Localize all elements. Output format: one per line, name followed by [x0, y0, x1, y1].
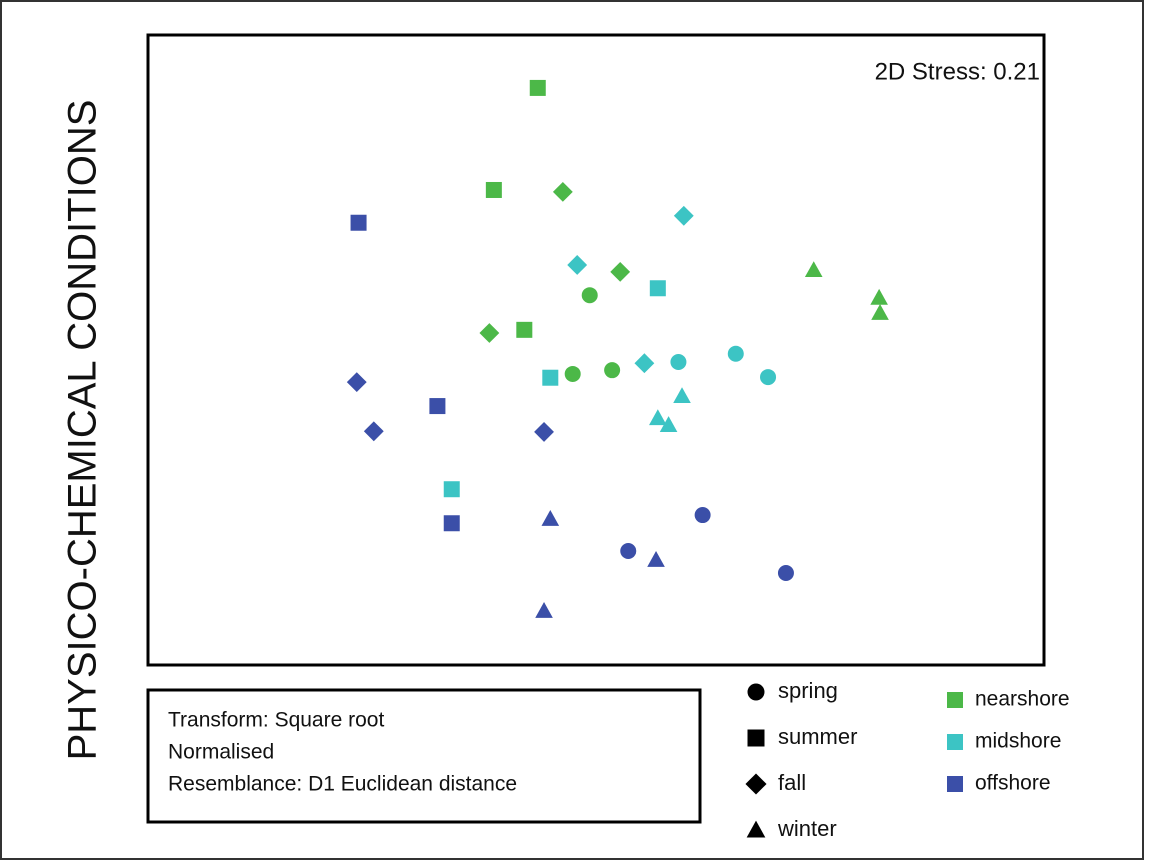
legend-swatch [947, 776, 963, 792]
point [610, 261, 631, 282]
info-line: Transform: Square root [168, 709, 384, 732]
legend-symbol [746, 820, 766, 838]
point [871, 304, 889, 320]
legend-symbol [745, 773, 767, 795]
info-box [146, 688, 702, 824]
point [552, 181, 573, 202]
point [870, 288, 888, 305]
point [581, 287, 598, 304]
point [443, 481, 460, 498]
y-axis-label: PHYSICO-CHEMICAL CONDITIONS [61, 100, 105, 761]
point [516, 321, 533, 338]
point [535, 602, 553, 618]
point [567, 255, 588, 275]
point [541, 510, 560, 526]
legend-label: offshore [975, 772, 1051, 795]
point [363, 421, 384, 442]
point [429, 398, 446, 415]
point [673, 387, 691, 404]
point [604, 362, 621, 379]
point [634, 353, 655, 374]
plot-area [146, 33, 1046, 667]
legend-label: winter [777, 816, 837, 841]
legend-label: summer [778, 724, 857, 749]
legend-label: spring [778, 678, 838, 703]
point [443, 515, 460, 532]
legend-swatch [947, 734, 963, 750]
point [529, 79, 546, 96]
info-line: Resemblance: D1 Euclidean distance [168, 773, 517, 796]
point [777, 565, 794, 582]
point [649, 280, 666, 297]
point [479, 323, 500, 343]
point [542, 369, 559, 386]
point [350, 214, 367, 231]
legend-symbol [747, 729, 765, 747]
point [620, 542, 637, 559]
point [534, 421, 554, 442]
info-line: Normalised [168, 741, 274, 764]
point [659, 416, 678, 433]
point [694, 507, 711, 524]
point [346, 372, 367, 393]
stress-annotation: 2D Stress: 0.21 [875, 58, 1040, 85]
point [760, 369, 777, 386]
legend-label: fall [778, 770, 806, 795]
point [804, 261, 823, 278]
legend-label: nearshore [975, 688, 1070, 711]
legend-swatch [947, 692, 963, 708]
point [727, 345, 744, 362]
legend-label: midshore [975, 730, 1061, 753]
point [649, 409, 667, 426]
point [485, 181, 502, 198]
legend-symbol [747, 683, 765, 701]
point [673, 205, 694, 226]
point [564, 365, 581, 382]
point [647, 550, 665, 567]
point [670, 353, 687, 370]
